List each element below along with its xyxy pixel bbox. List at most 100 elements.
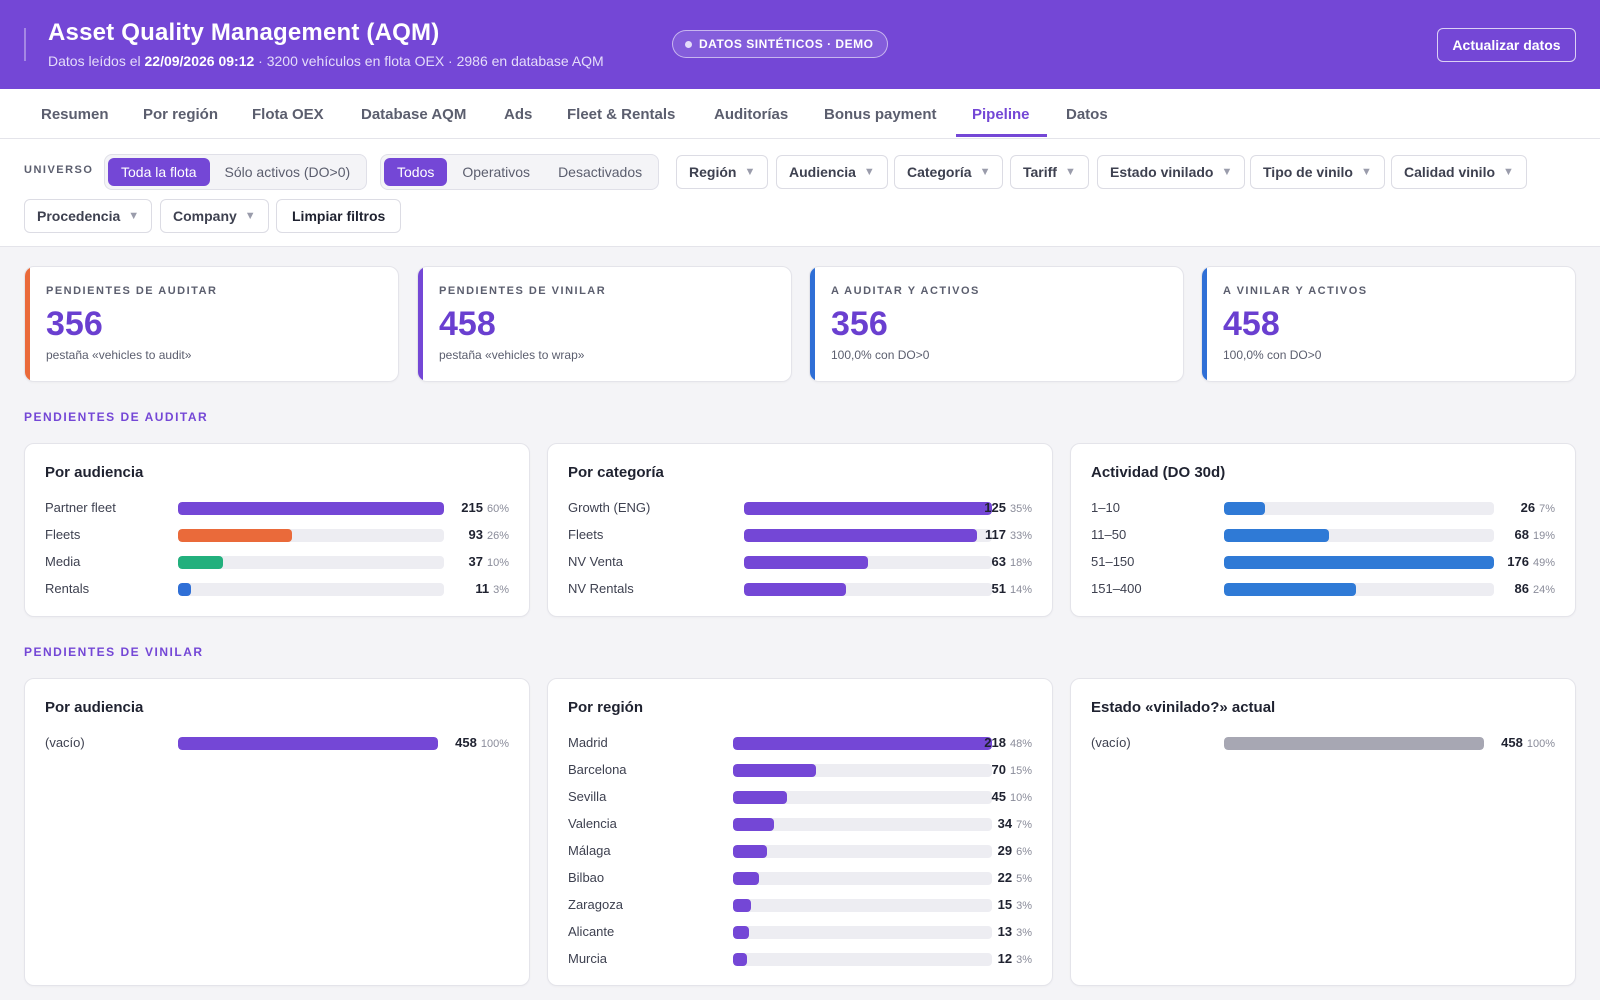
main-tabs: Resumen Por región Flota OEX Database AQ… <box>0 89 1600 139</box>
read-timestamp: 22/09/2026 09:12 <box>144 53 255 69</box>
region-dropdown-label: Región <box>689 164 737 180</box>
bar-count: 70 <box>991 762 1006 777</box>
company-dropdown[interactable]: Company ▼ <box>160 199 269 233</box>
bar-value: 125 35% <box>984 499 1032 518</box>
bar-track <box>1224 556 1494 569</box>
bar-value: 93 26% <box>469 526 510 545</box>
tariff-dropdown[interactable]: Tariff ▼ <box>1010 155 1089 189</box>
bar-track <box>733 845 992 858</box>
bar-track <box>178 502 444 515</box>
tab-fleet-rentals[interactable]: Fleet & Rentals <box>567 105 676 123</box>
bar-fill <box>178 556 223 569</box>
bar-row: Fleets 117 33% <box>568 526 1032 544</box>
bar-percent: 19% <box>1532 530 1555 542</box>
universe-option-active[interactable]: Sólo activos (DO>0) <box>224 164 351 180</box>
bar-fill <box>733 791 787 804</box>
bar-percent: 60% <box>486 503 509 515</box>
audience-dropdown[interactable]: Audiencia ▼ <box>776 155 888 189</box>
tab-datos[interactable]: Datos <box>1066 105 1108 123</box>
tab-database-aqm[interactable]: Database AQM <box>361 105 467 123</box>
bar-fill <box>178 583 191 596</box>
bar-label: (vacío) <box>45 735 85 750</box>
bar-track <box>178 529 444 542</box>
bar-label: Rentals <box>45 581 90 596</box>
bar-count: 15 <box>997 897 1013 912</box>
tab-resumen[interactable]: Resumen <box>41 105 109 123</box>
bar-value: 37 10% <box>469 553 510 572</box>
demo-badge-label: DATOS SINTÉTICOS · DEMO <box>699 37 874 51</box>
bar-count: 12 <box>997 951 1013 966</box>
origin-dropdown[interactable]: Procedencia ▼ <box>24 199 153 233</box>
bar-percent: 15% <box>1009 765 1032 777</box>
bar-percent: 7% <box>1539 503 1555 515</box>
tab-flota-oex[interactable]: Flota OEX <box>252 105 324 123</box>
tab-ads[interactable]: Ads <box>504 105 533 123</box>
status-option-operativos[interactable]: Operativos <box>462 164 531 180</box>
bar-label: Media <box>45 554 81 569</box>
bar-percent: 18% <box>1009 557 1032 569</box>
bar-percent: 33% <box>1009 530 1032 542</box>
bar-fill <box>1224 529 1329 542</box>
universe-option-all[interactable]: Toda la flota <box>108 158 210 186</box>
kpi-accent <box>810 267 815 381</box>
bar-label: Fleets <box>568 527 604 542</box>
wrap-status-dropdown[interactable]: Estado vinilado ▼ <box>1097 155 1246 189</box>
bar-label: Zaragoza <box>568 897 623 912</box>
tab-auditorias[interactable]: Auditorías <box>714 105 789 123</box>
tab-por-region[interactable]: Por región <box>143 105 219 123</box>
bar-row: Media 37 10% <box>45 553 509 571</box>
status-option-desactivados[interactable]: Desactivados <box>558 164 643 180</box>
kpi-label: A AUDITAR Y ACTIVOS <box>831 285 980 297</box>
kpi-accent <box>1202 267 1207 381</box>
wrap-type-dropdown[interactable]: Tipo de vinilo ▼ <box>1250 155 1385 189</box>
category-dropdown[interactable]: Categoría ▼ <box>894 155 1004 189</box>
bar-row: 11–50 68 19% <box>1091 526 1555 544</box>
demo-badge: DATOS SINTÉTICOS · DEMO <box>672 30 889 58</box>
kpi-value: 458 <box>1223 305 1280 343</box>
bar-label: Murcia <box>568 951 608 966</box>
bar-label: Valencia <box>568 816 617 831</box>
bar-count: 117 <box>984 527 1006 542</box>
clear-filters-button[interactable]: Limpiar filtros <box>276 199 402 233</box>
bar-percent: 48% <box>1009 738 1032 750</box>
bar-count: 458 <box>1501 735 1523 750</box>
kpi-label: PENDIENTES DE VINILAR <box>439 285 607 297</box>
bar-label: Alicante <box>568 924 615 939</box>
refresh-data-button[interactable]: Actualizar datos <box>1437 28 1576 62</box>
bar-fill <box>1224 556 1494 569</box>
bar-percent: 3% <box>1016 954 1032 966</box>
bar-row: Barcelona 70 15% <box>568 761 1032 779</box>
bar-row: Growth (ENG) 125 35% <box>568 499 1032 517</box>
bar-value: 11 3% <box>475 580 509 599</box>
wrap-quality-dropdown[interactable]: Calidad vinilo ▼ <box>1391 155 1527 189</box>
bar-value: 70 15% <box>992 761 1033 780</box>
bar-track <box>178 556 444 569</box>
tab-bonus-payment[interactable]: Bonus payment <box>824 105 937 123</box>
bar-track <box>733 926 992 939</box>
chevron-down-icon: ▼ <box>744 166 756 178</box>
panel-wrap-by-audience: Por audiencia (vacío) 458 100% <box>24 678 530 986</box>
bar-fill <box>178 737 438 750</box>
bar-track <box>178 737 438 750</box>
bar-row: (vacío) 458 100% <box>45 734 509 752</box>
bar-value: 215 60% <box>461 499 509 518</box>
bar-fill <box>1224 583 1356 596</box>
bar-row: Bilbao 22 5% <box>568 869 1032 887</box>
kpi-note: 100,0% con DO>0 <box>831 348 930 362</box>
tab-pipeline[interactable]: Pipeline <box>972 105 1030 123</box>
region-dropdown[interactable]: Región ▼ <box>676 155 769 189</box>
bar-track <box>733 872 992 885</box>
bar-value: 458 100% <box>455 734 509 753</box>
bar-count: 34 <box>997 816 1013 831</box>
app-header: Asset Quality Management (AQM) Datos leí… <box>0 0 1600 89</box>
bar-percent: 100% <box>480 738 509 750</box>
bar-track <box>733 764 992 777</box>
status-option-todos[interactable]: Todos <box>384 158 448 186</box>
bar-percent: 26% <box>486 530 509 542</box>
bar-fill <box>178 502 444 515</box>
bar-fill <box>744 502 992 515</box>
bar-count: 13 <box>997 924 1013 939</box>
bar-value: 15 3% <box>998 896 1032 915</box>
panel-title: Estado «vinilado?» actual <box>1091 699 1276 716</box>
bar-row: 151–400 86 24% <box>1091 580 1555 598</box>
